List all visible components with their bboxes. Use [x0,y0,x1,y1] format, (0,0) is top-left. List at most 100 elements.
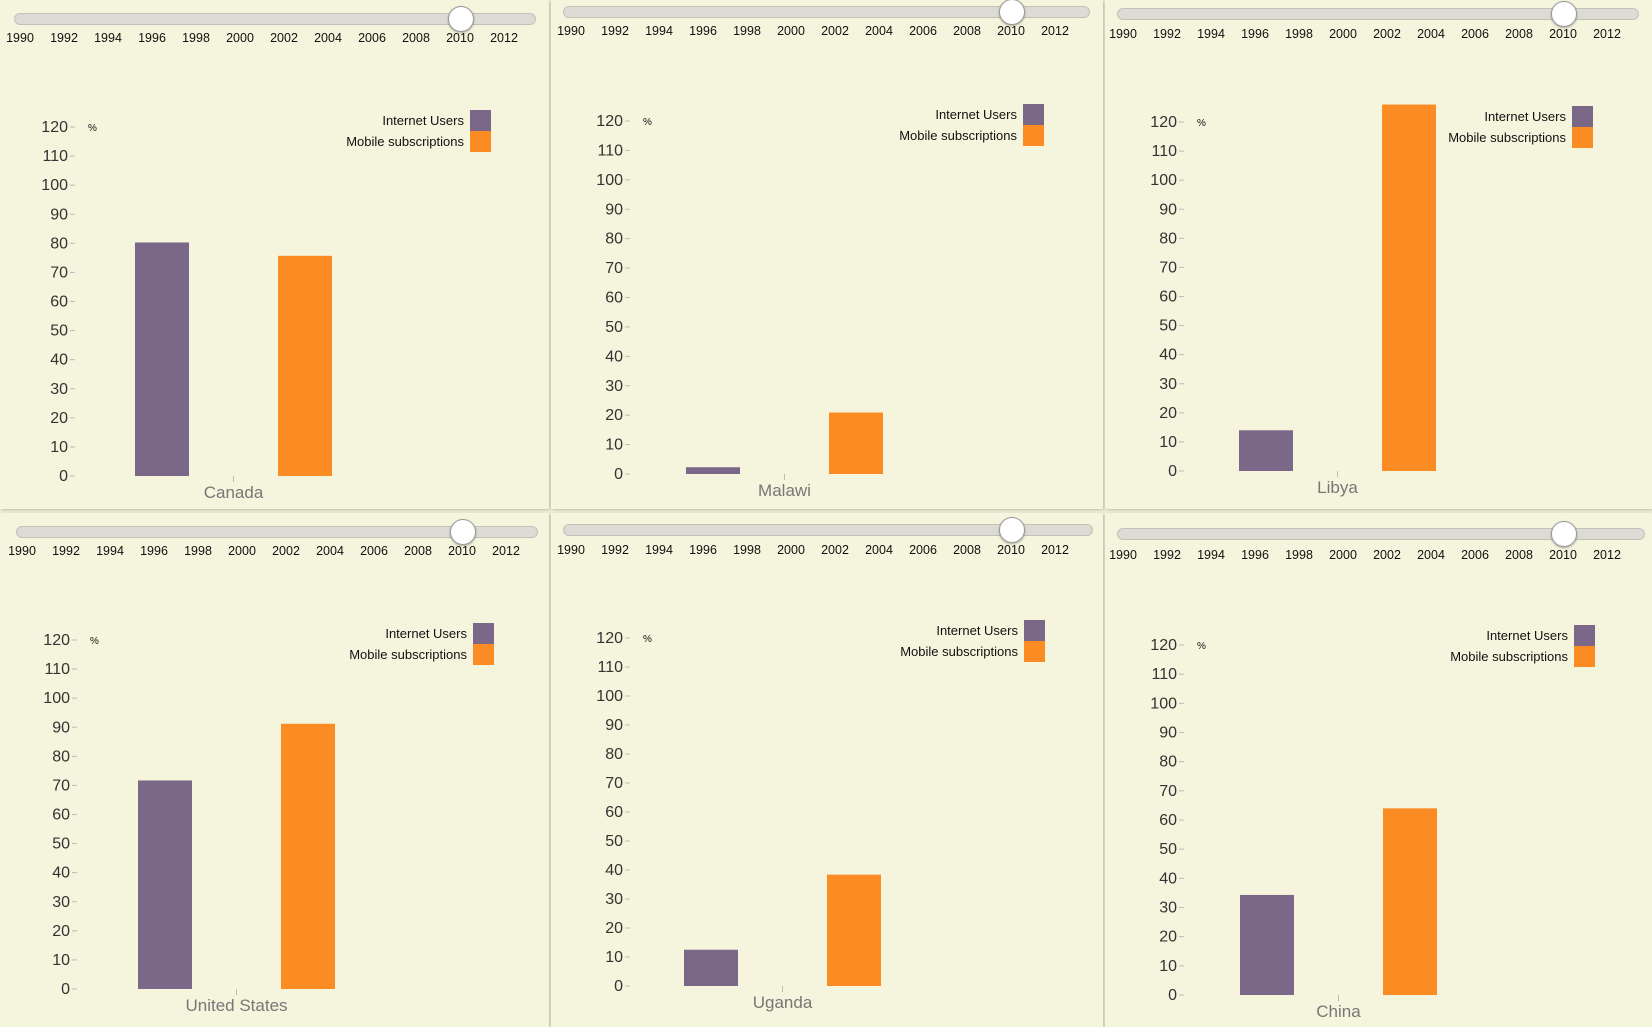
y-tick-label: 110 [1151,143,1177,160]
y-tick-label: 80 [1159,230,1177,247]
year-tick-1996: 1996 [138,31,166,45]
year-slider-thumb[interactable] [999,517,1025,543]
y-tick-label: 50 [605,833,623,850]
y-tick-label: 120 [596,630,623,647]
legend-label-internet-users: Internet Users [936,623,1018,638]
country-label: Canada [204,483,264,502]
y-tick-label: 30 [1159,900,1177,917]
year-tick-2002: 2002 [821,543,849,557]
year-tick-2008: 2008 [1505,548,1533,562]
legend-swatch-mobile-subscriptions [470,131,491,152]
year-tick-1998: 1998 [733,24,761,38]
y-tick-label: 30 [605,891,623,908]
bar-internet-users [684,949,738,986]
year-tick-1994: 1994 [645,543,673,557]
bar-mobile-subscriptions [829,412,883,474]
country-label: Malawi [758,481,811,500]
legend-label-mobile-subscriptions: Mobile subscriptions [899,128,1017,143]
legend-swatch-mobile-subscriptions [1023,125,1044,146]
y-tick-label: 90 [50,206,68,223]
legend-label-internet-users: Internet Users [935,107,1017,122]
y-tick-label: 50 [1159,841,1177,858]
legend-swatch-internet-users [1023,104,1044,125]
y-tick-label: 20 [605,920,623,937]
y-tick-label: 110 [42,148,68,165]
y-tick-label: 20 [605,407,623,424]
bar-internet-users [1240,894,1294,995]
y-tick-label: 90 [1159,201,1177,218]
legend-swatch-internet-users [473,623,494,644]
y-tick-label: 40 [50,352,68,369]
bar-chart-malawi: 0 10 20 30 40 50 60 70 80 90 100 110 120 % Malawi Inter… [596,104,1044,500]
year-tick-2006: 2006 [1461,27,1489,41]
y-tick-label: 70 [1159,783,1177,800]
y-tick-label: 100 [1150,172,1177,189]
y-tick-label: 100 [43,690,70,707]
year-slider-track[interactable] [14,13,536,25]
year-slider-track[interactable] [16,526,538,538]
y-tick-label: 110 [597,142,623,159]
y-tick-label: 90 [1159,725,1177,742]
y-tick-label: 10 [50,439,68,456]
y-tick-label: 120 [41,119,68,136]
year-tick-1996: 1996 [1241,548,1269,562]
y-tick-label: 80 [50,235,68,252]
bar-chart-uganda: 0 10 20 30 40 50 60 70 80 90 100 110 120 % Uganda Inter… [596,620,1045,1012]
y-tick-label: 20 [50,410,68,427]
year-slider-thumb[interactable] [448,6,474,32]
y-tick-label: 90 [605,201,623,218]
year-tick-2000: 2000 [226,31,254,45]
year-slider-track[interactable] [563,6,1090,18]
year-tick-2008: 2008 [1505,27,1533,41]
y-tick-label: 10 [605,437,623,454]
year-slider-track[interactable] [1117,528,1645,540]
y-tick-label: 80 [605,231,623,248]
year-tick-1990: 1990 [6,31,34,45]
year-tick-2012: 2012 [490,31,518,45]
unit-label: % [90,636,99,647]
country-panel-united-states: 1990 1992 1994 1996 1998 2000 2002 2004 2006 2008… [0,513,549,1027]
year-tick-2006: 2006 [360,544,388,558]
year-tick-1996: 1996 [140,544,168,558]
y-tick-label: 60 [1159,289,1177,306]
y-tick-label: 40 [605,348,623,365]
year-slider-thumb[interactable] [1551,1,1577,27]
year-tick-2008: 2008 [953,543,981,557]
y-tick-label: 110 [597,659,623,676]
year-tick-2000: 2000 [1329,548,1357,562]
legend-swatch-internet-users [1024,620,1045,641]
country-label: Libya [1317,478,1358,497]
year-tick-1994: 1994 [1197,548,1225,562]
country-label: United States [185,996,287,1015]
y-tick-label: 80 [1159,754,1177,771]
year-tick-2004: 2004 [314,31,342,45]
legend-label-mobile-subscriptions: Mobile subscriptions [349,647,467,662]
year-tick-2006: 2006 [909,24,937,38]
y-tick-label: 70 [52,777,70,794]
year-slider-thumb[interactable] [999,0,1025,25]
unit-label: % [1197,118,1206,129]
year-slider-thumb[interactable] [1551,521,1577,547]
year-tick-1998: 1998 [184,544,212,558]
y-tick-label: 120 [43,632,70,649]
year-tick-2012: 2012 [1041,24,1069,38]
y-tick-label: 30 [52,894,70,911]
year-tick-2004: 2004 [316,544,344,558]
year-tick-2004: 2004 [1417,27,1445,41]
y-tick-label: 110 [44,661,70,678]
year-slider-track[interactable] [1117,8,1639,20]
year-tick-1996: 1996 [689,24,717,38]
y-tick-label: 10 [1159,958,1177,975]
year-slider-thumb[interactable] [450,519,476,545]
year-tick-1994: 1994 [96,544,124,558]
unit-label: % [643,117,652,128]
year-tick-1992: 1992 [50,31,78,45]
y-tick-label: 120 [1150,637,1177,654]
y-tick-label: 70 [1159,259,1177,276]
legend-label-mobile-subscriptions: Mobile subscriptions [1448,130,1566,145]
year-tick-2008: 2008 [953,24,981,38]
year-slider-track[interactable] [563,524,1093,536]
y-tick-label: 80 [52,748,70,765]
y-tick-label: 90 [605,717,623,734]
y-tick-label: 60 [1159,812,1177,829]
